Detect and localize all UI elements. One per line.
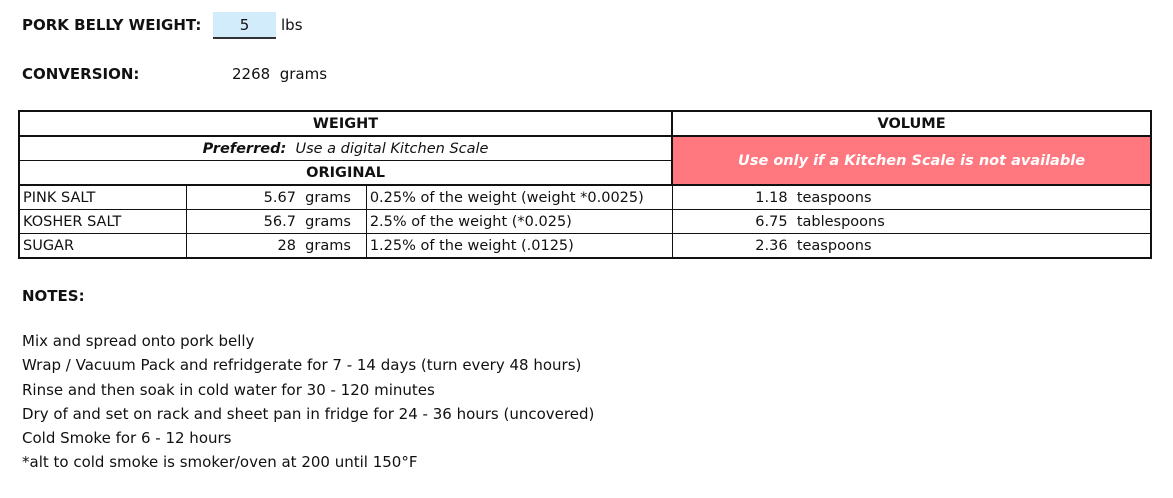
table-row: SUGAR 28 grams 1.25% of the weight (.012… (18, 233, 1152, 259)
ingredient-volume: 2.36 teaspoons (671, 233, 1152, 259)
weight-header: WEIGHT (17, 110, 674, 137)
volume-warning: Use only if a Kitchen Scale is not avail… (671, 135, 1152, 186)
pork-belly-weight-label: PORK BELLY WEIGHT: (22, 16, 202, 34)
note-line: Cold Smoke for 6 - 12 hours (22, 429, 232, 448)
ingredient-volume: 6.75 tablespoons (671, 209, 1152, 234)
ingredient-name: PINK SALT (18, 184, 187, 210)
conversion-value: 2268 grams (232, 65, 328, 83)
note-line: *alt to cold smoke is smoker/oven at 200… (22, 453, 418, 472)
note-line: Dry of and set on rack and sheet pan in … (22, 404, 595, 423)
note-line: Mix and spread onto pork belly (22, 332, 255, 350)
note-line: Wrap / Vacuum Pack and refridgerate for … (22, 356, 582, 375)
volume-header: VOLUME (671, 110, 1152, 137)
ingredient-name: SUGAR (18, 233, 187, 259)
conversion-label: CONVERSION: (22, 65, 140, 83)
ingredient-grams: 56.7 grams (185, 209, 367, 234)
original-header: ORIGINAL (18, 160, 673, 186)
cure-table: WEIGHT VOLUME Preferred: Use a digital K… (17, 110, 1152, 259)
ingredient-name: KOSHER SALT (18, 209, 187, 234)
weight-unit: lbs (281, 16, 303, 34)
table-row: PINK SALT 5.67 grams 0.25% of the weight… (18, 184, 1152, 210)
notes-list: Mix and spread onto pork belly Wrap / Vac… (22, 332, 594, 478)
notes-title: NOTES: (22, 287, 85, 305)
ingredient-description: 1.25% of the weight (.0125) (365, 233, 673, 259)
table-row: KOSHER SALT 56.7 grams 2.5% of the weigh… (18, 209, 1152, 234)
ingredient-volume: 1.18 teaspoons (671, 184, 1152, 210)
pork-belly-weight-input[interactable]: 5 (213, 12, 276, 39)
ingredient-description: 0.25% of the weight (weight *0.0025) (365, 184, 673, 210)
note-line: Rinse and then soak in cold water for 30… (22, 380, 435, 399)
ingredient-grams: 28 grams (185, 233, 367, 259)
preferred-note: Preferred: Use a digital Kitchen Scale (18, 135, 673, 161)
ingredient-grams: 5.67 grams (185, 184, 367, 210)
ingredient-description: 2.5% of the weight (*0.025) (365, 209, 673, 234)
